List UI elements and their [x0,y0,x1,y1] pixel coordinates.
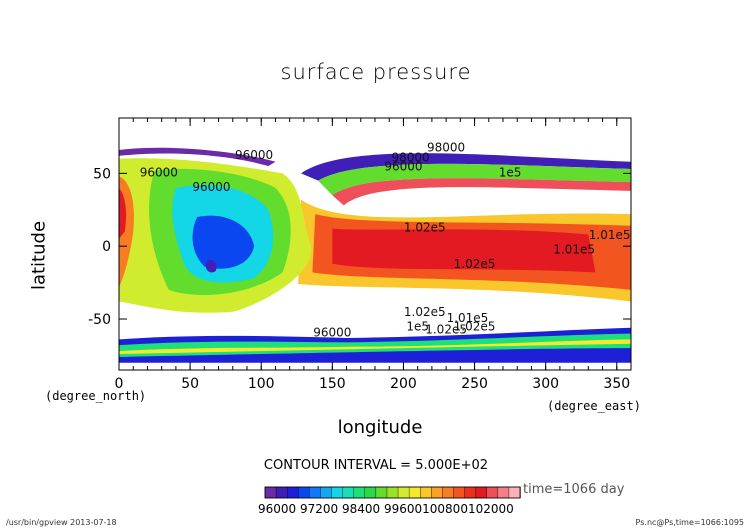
y-tick-label: 0 [102,239,111,255]
colorbar-swatch [286,486,299,499]
contour-label: 96000 [192,180,230,194]
colorbar-swatch [497,486,510,499]
colorbar-swatch [464,486,477,499]
y-tick-label: -50 [88,312,111,328]
colorbar-swatch [420,486,433,499]
x-tick-label: 0 [115,376,124,392]
colorbar-swatch [264,486,277,499]
x-axis-label: longitude [337,417,423,438]
colorbar-swatch [508,486,521,499]
footer-program-info: /usr/bin/gpview 2013-07-18 [6,518,117,527]
colorbar-swatch [364,486,377,499]
footer-variable-info: Ps.nc@Ps,time=1066:1095 [635,518,744,527]
x-tick-label: 150 [319,376,346,392]
contour-label: 96000 [235,148,273,162]
x-axis-unit-right: (degree_east) [547,399,641,413]
contour-label: 1.02e5 [454,320,496,334]
pressure-field [119,147,631,363]
x-tick-label: 300 [532,376,559,392]
colorbar-swatch [275,486,288,499]
contour-label: 96000 [384,159,422,173]
north-band-inner [332,178,631,206]
x-tick-label: 50 [181,376,199,392]
colorbar-frame [264,486,521,499]
x-axis-unit-left: (degree_north) [45,389,147,403]
colorbar-swatch [375,486,388,499]
south-band-inner [119,339,631,354]
colorbar-swatch [431,486,444,499]
contour-label: 1e5 [499,165,522,179]
contour-label: 96000 [313,325,351,339]
colorbar-swatch [442,486,455,499]
colorbar-swatch [386,486,399,499]
colorbar-swatch [298,486,311,499]
colorbar-swatch [453,486,466,499]
equatorial-belt-core [332,228,596,273]
colorbar-swatch [309,486,322,499]
colorbar-labels: 96000 97200 98400 99600100800102000 [258,502,514,516]
colorbar-swatch [475,486,488,499]
west-edge-core [119,187,127,239]
colorbar-swatch [353,486,366,499]
contour-label: 96000 [140,165,178,179]
time-label: time=1066 day [523,482,625,497]
contour-label: 98000 [391,151,429,165]
contour-interval-label: CONTOUR INTERVAL = 5.000E+02 [263,458,489,473]
contour-label: 1e5 [406,320,429,334]
contour-label: 1.02e5 [404,221,446,235]
contour-label: 1.02e5 [404,305,446,319]
north-band-upper [301,153,631,181]
y-tick-label: 50 [93,166,111,182]
colorbar-swatch [320,486,333,499]
contour-label: 1.01e5 [553,242,595,256]
x-tick-label: 350 [603,376,630,392]
contour-label: 1.02e5 [454,257,496,271]
contour-label: 1.02e5 [425,323,467,337]
western-region-core [192,215,255,269]
x-tick-label: 250 [461,376,488,392]
colorbar-swatch [331,486,344,499]
colorbar-swatch [342,486,355,499]
north-band-mid [318,163,631,196]
x-tick-label: 100 [248,376,275,392]
colorbar-swatch [486,486,499,499]
contour-label: 98000 [427,141,465,155]
chart-title: surface pressure [280,60,472,84]
contour-label: 1.01e5 [589,228,631,242]
colorbar-swatch [408,486,421,499]
contour-label: 1.01e5 [447,311,489,325]
western-region-minimum [205,259,217,273]
colorbar-swatch [397,486,410,499]
north-band-edge [119,147,276,167]
y-axis-label: latitude [28,220,50,291]
x-tick-label: 200 [390,376,417,392]
